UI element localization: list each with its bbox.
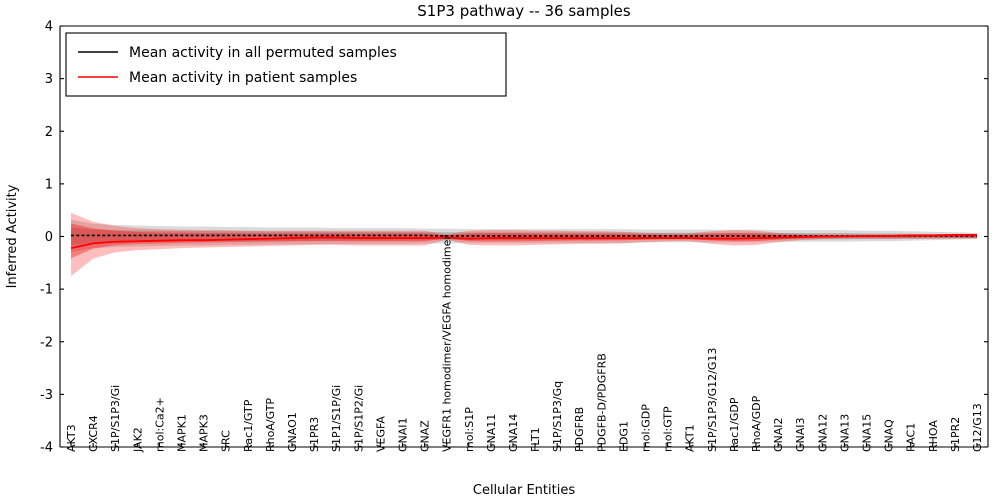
- x-tick-label: EDG1: [617, 421, 630, 452]
- x-tick-label: GNA11: [485, 414, 498, 452]
- y-tick-label: -1: [40, 283, 53, 298]
- legend-label: Mean activity in all permuted samples: [129, 45, 397, 61]
- band-inner-patient: [71, 223, 977, 259]
- x-tick-label: GNAI1: [396, 417, 409, 452]
- x-tick-label: SRC: [220, 430, 233, 452]
- x-tick-label: PDGFB-D/PDGFRB: [595, 353, 608, 452]
- mean-lines: [70, 234, 977, 249]
- x-tick-label: GNAI3: [794, 417, 807, 452]
- x-tick-label: RAC1: [905, 423, 918, 452]
- series-line-patient: [70, 234, 977, 249]
- x-tick-label: GNA13: [838, 414, 851, 452]
- x-tick-label: GNA15: [860, 414, 873, 452]
- legend-label: Mean activity in patient samples: [129, 70, 357, 86]
- x-tick-label: MAPK3: [198, 414, 211, 452]
- x-tick-label: PDGFRB: [573, 407, 586, 452]
- y-tick-label: -4: [40, 441, 53, 456]
- confidence-bands: [71, 212, 977, 276]
- x-tick-label: GNAI2: [772, 417, 785, 452]
- legend-entry[interactable]: Mean activity in patient samples: [78, 70, 357, 86]
- x-tick-label: RhoA/GTP: [264, 398, 277, 452]
- y-tick-label: 3: [45, 72, 53, 87]
- y-tick-label: 2: [45, 125, 53, 140]
- x-tick-label: RhoA/GDP: [750, 395, 763, 452]
- x-tick-label: S1P/S1P3/G12/G13: [706, 348, 719, 452]
- x-tick-label: mol:S1P: [463, 407, 476, 452]
- x-tick-label: S1P1/S1P/Gi: [330, 385, 343, 452]
- x-axis-ticks: AKT3 CXCR4 S1P/S1P3/Gi JAK2 mol:Ca2+ MAPK1 MAP…: [65, 235, 984, 453]
- x-tick-label: S1PR2: [949, 417, 962, 452]
- x-tick-label: S1P/S1P3/Gq: [551, 381, 564, 452]
- legend-box: [65, 32, 507, 97]
- y-tick-label: 0: [45, 230, 53, 245]
- x-tick-label: mol:GDP: [640, 404, 653, 452]
- x-tick-label: S1P/S1P2/Gi: [352, 385, 365, 452]
- x-tick-label: JAK2: [131, 427, 144, 453]
- x-tick-label: AKT3: [65, 424, 78, 452]
- legend: Mean activity in all permuted samples Mea…: [65, 32, 507, 97]
- x-tick-label: GNA12: [816, 414, 829, 452]
- axes-spines: [59, 25, 989, 448]
- x-tick-label: mol:Ca2+: [153, 397, 166, 452]
- legend-entry[interactable]: Mean activity in all permuted samples: [78, 45, 397, 61]
- x-tick-label: FLT1: [529, 427, 542, 452]
- x-tick-label: Rac1/GTP: [242, 399, 255, 452]
- y-tick-label: -3: [40, 388, 53, 403]
- x-tick-label: AKT1: [684, 424, 697, 452]
- x-tick-label: VEGFR1 homodimer/VEGFA homodimer: [441, 235, 454, 452]
- chart-title: S1P3 pathway -- 36 samples: [417, 2, 631, 20]
- x-tick-label: Rac1/GDP: [728, 397, 741, 452]
- x-tick-label: G12/G13: [971, 403, 984, 452]
- y-tick-label: 4: [45, 20, 53, 35]
- x-tick-label: RHOA: [927, 420, 940, 452]
- x-tick-label: GNA14: [507, 414, 520, 452]
- x-axis-title: Cellular Entities: [473, 483, 575, 498]
- x-tick-label: CXCR4: [87, 415, 100, 452]
- x-tick-label: mol:GTP: [662, 406, 675, 452]
- x-tick-label: GNAZ: [419, 420, 432, 452]
- y-tick-label: 1: [45, 177, 53, 192]
- x-tick-label: S1PR3: [308, 417, 321, 452]
- y-axis-title: Inferred Activity: [5, 184, 20, 288]
- x-tick-label: S1P/S1P3/Gi: [109, 385, 122, 452]
- x-tick-label: MAPK1: [176, 414, 189, 452]
- y-axis-ticks: -4 -3 -2 -1 0 1 2 3 4: [40, 20, 988, 456]
- x-tick-label: GNAO1: [286, 412, 299, 452]
- x-tick-label: VEGFA: [374, 416, 387, 452]
- x-tick-label: GNAQ: [883, 419, 896, 452]
- y-tick-label: -2: [40, 335, 53, 350]
- band-outer-patient: [71, 212, 977, 276]
